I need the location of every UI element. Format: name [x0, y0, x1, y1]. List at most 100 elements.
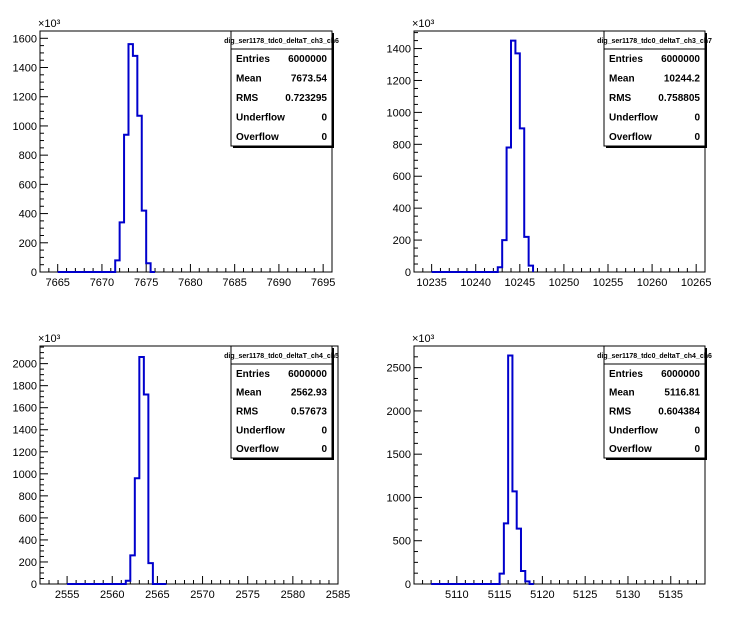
histogram-pad-ch3-ch6: 7665 7670 7675 7680 7685 7690 7695 0 200 400 600 80…	[13, 18, 339, 289]
histogram-bin	[525, 581, 529, 584]
y-tick-label: 1200	[13, 447, 37, 459]
x-tick-label: 7670	[90, 277, 114, 289]
histogram-bin	[502, 240, 506, 272]
stats-row-label: Entries	[609, 369, 643, 380]
histogram-bin	[139, 357, 144, 584]
x-tick-label: 7690	[267, 277, 291, 289]
histogram-bin	[504, 523, 508, 584]
x-tick-label: 7665	[45, 277, 69, 289]
x-tick-label: 2560	[100, 589, 124, 601]
y-tick-label: 0	[405, 579, 411, 591]
x-tick-label: 5135	[659, 589, 683, 601]
y-tick-label: 1800	[13, 381, 37, 393]
histogram-pad-ch4-ch5: 2555 2560 2565 2570 2575 2580 2585 0 200 400 600 80…	[13, 333, 351, 601]
histogram-bin	[124, 135, 128, 272]
stats-row-label: Overflow	[609, 444, 652, 455]
y-tick-label: 400	[19, 209, 37, 221]
y-tick-label: 0	[31, 267, 37, 279]
stats-row-label: RMS	[609, 407, 632, 418]
histogram-bin	[126, 581, 131, 584]
histogram-line	[431, 39, 535, 273]
histogram-bin	[146, 263, 150, 272]
histogram-pad-ch4-ch6: 5110 5115 5120 5125 5130 5135 0 500 1000 1500 2000…	[387, 333, 712, 601]
x-tick-label: 2580	[281, 589, 305, 601]
x-tick-label: 10245	[505, 277, 536, 289]
histogram-pad-ch3-ch7: 10235 10240 10245 10250 10255 10260 10265 0 200 4…	[387, 18, 712, 289]
plot-frame	[413, 30, 706, 273]
histogram-bin	[508, 356, 512, 584]
histogram-bin	[498, 267, 502, 272]
y-axis-exponent-label: ×10³	[412, 18, 435, 30]
x-tick-label: 10240	[460, 277, 491, 289]
stats-row-value: 0	[694, 425, 700, 436]
histogram-bin	[524, 237, 528, 272]
y-tick-label: 1500	[387, 449, 411, 461]
histogram-bin	[512, 491, 516, 584]
histogram-bin	[142, 211, 146, 272]
stats-row-value: 7673.54	[291, 74, 328, 85]
stats-box-title: dig_ser1178_tdc0_deltaT_ch3_ch6	[224, 38, 339, 45]
stats-row-label: RMS	[609, 93, 632, 104]
stats-row-label: Mean	[609, 74, 635, 85]
stats-row-label: Entries	[236, 369, 270, 380]
histogram-bin	[144, 394, 149, 584]
stats-row-label: Overflow	[609, 132, 652, 143]
x-tick-label: 10235	[416, 277, 447, 289]
stats-row-value: 0.758805	[658, 93, 700, 104]
stats-box	[603, 345, 706, 459]
y-tick-label: 200	[393, 235, 411, 247]
stats-row-value: 0.604384	[658, 407, 700, 418]
y-tick-label: 0	[405, 267, 411, 279]
histogram-bin	[521, 571, 525, 584]
stats-row-value: 2562.93	[291, 388, 328, 399]
histogram-line	[431, 354, 534, 585]
x-tick-label: 5130	[616, 589, 640, 601]
x-tick-label: 5115	[488, 589, 512, 601]
y-tick-label: 1000	[387, 107, 411, 119]
plot-frame	[39, 345, 339, 585]
stats-row-label: RMS	[236, 407, 259, 418]
y-tick-label: 600	[19, 179, 37, 191]
stats-row-value: 0	[321, 425, 327, 436]
histogram-bin	[130, 555, 135, 584]
stats-row-label: Entries	[609, 54, 643, 65]
x-tick-label: 7685	[222, 277, 246, 289]
y-tick-label: 1600	[13, 403, 37, 415]
histogram-bin	[511, 41, 515, 272]
stats-box-title: dig_ser1178_tdc0_deltaT_ch4_ch5	[224, 353, 339, 360]
stats-row-label: Overflow	[236, 132, 279, 143]
y-tick-label: 200	[19, 238, 37, 250]
y-tick-label: 1400	[13, 63, 37, 75]
y-tick-label: 400	[393, 203, 411, 215]
y-tick-label: 1200	[13, 92, 37, 104]
stats-row-value: 0.57673	[291, 407, 328, 418]
histogram-bin	[137, 116, 141, 272]
y-tick-label: 2500	[387, 363, 411, 375]
stats-box	[230, 345, 333, 459]
y-tick-label: 1200	[387, 75, 411, 87]
stats-row-value: 6000000	[288, 54, 327, 65]
stats-row-value: 0	[694, 112, 700, 123]
histogram-line	[67, 356, 167, 585]
histogram-bin	[120, 222, 124, 272]
stats-row-label: RMS	[236, 93, 259, 104]
stats-row-label: Underflow	[236, 425, 285, 436]
x-tick-label: 10265	[681, 277, 712, 289]
histogram-bin	[135, 478, 140, 584]
x-tick-label: 7680	[178, 277, 202, 289]
stats-row-label: Mean	[236, 74, 262, 85]
stats-row-value: 5116.81	[664, 388, 700, 399]
stats-box	[603, 30, 706, 147]
histogram-bin	[128, 44, 132, 272]
x-tick-label: 10260	[637, 277, 668, 289]
x-tick-label: 5120	[530, 589, 554, 601]
stats-row-value: 6000000	[661, 54, 700, 65]
y-tick-label: 1000	[387, 492, 411, 504]
histogram-bin	[148, 563, 153, 584]
histogram-bin	[515, 53, 519, 272]
histogram-bin	[520, 128, 524, 272]
x-tick-label: 5125	[573, 589, 597, 601]
x-tick-label: 5110	[445, 589, 469, 601]
stats-row-value: 0.723295	[285, 93, 327, 104]
y-tick-label: 400	[19, 535, 37, 547]
